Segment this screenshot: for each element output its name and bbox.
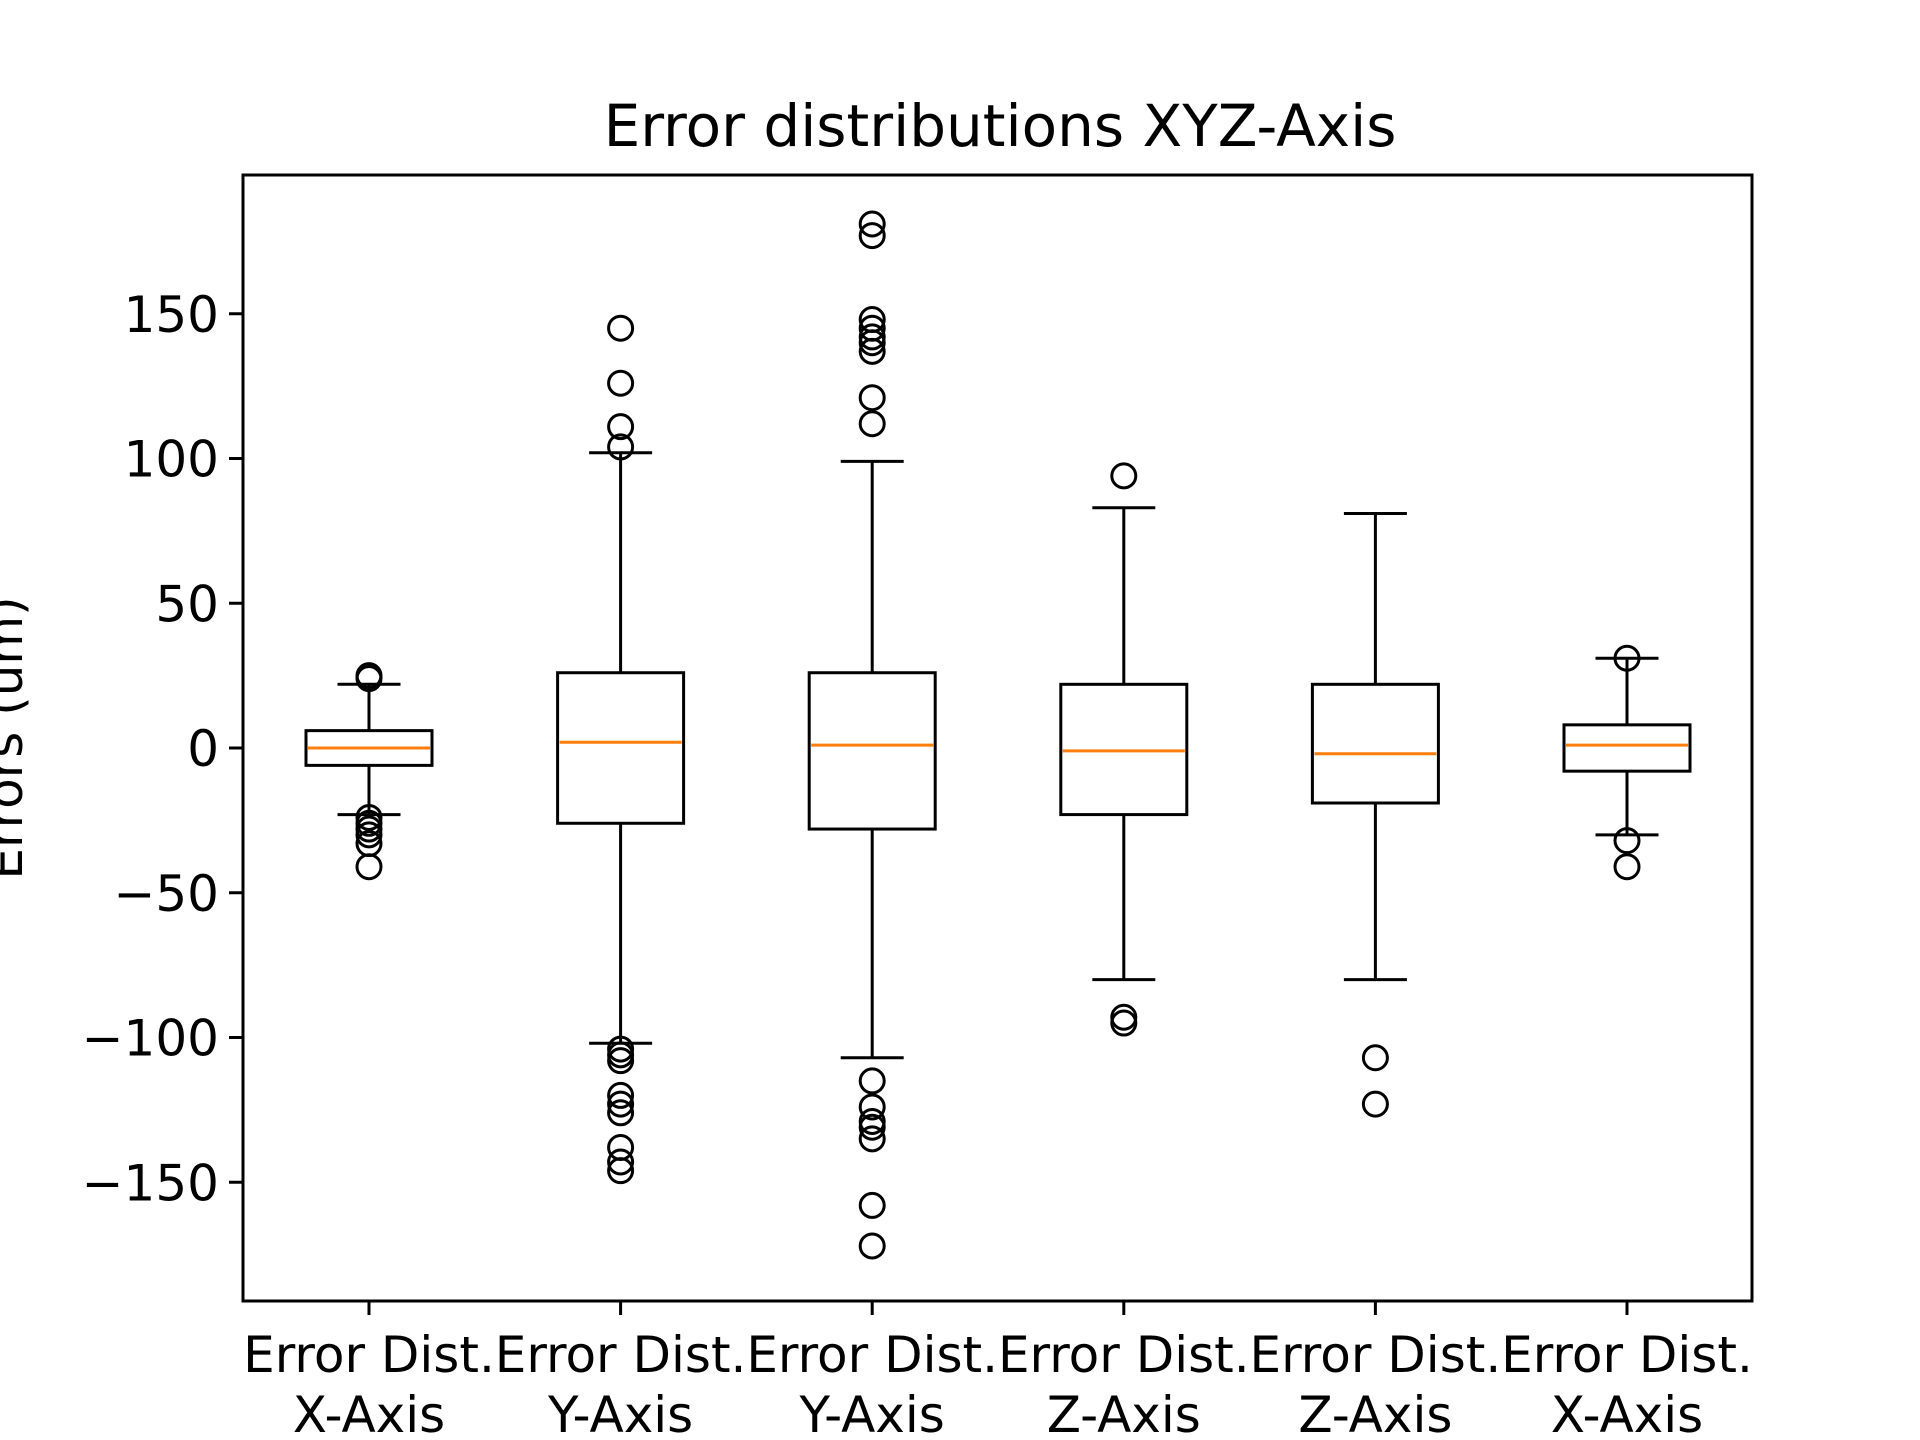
box-group bbox=[1310, 512, 1440, 1118]
outlier-point bbox=[1110, 1009, 1138, 1037]
box-group bbox=[556, 314, 686, 1185]
outlier-point bbox=[607, 314, 635, 342]
outlier-point bbox=[1613, 853, 1641, 881]
outlier-point bbox=[355, 821, 383, 849]
outlier-point bbox=[1110, 462, 1138, 490]
outlier-point bbox=[858, 410, 886, 438]
box-body bbox=[556, 671, 686, 825]
chart-title: Error distributions XYZ-Axis bbox=[604, 92, 1397, 160]
outlier-point bbox=[858, 1093, 886, 1121]
box-body bbox=[807, 671, 937, 831]
outlier-point bbox=[858, 222, 886, 250]
outlier-point bbox=[858, 210, 886, 238]
y-axis-label: Errors (um) bbox=[0, 596, 34, 879]
x-tick-label: Error Dist. X-Axis bbox=[1501, 1326, 1753, 1440]
outlier-point bbox=[1613, 827, 1641, 855]
y-tick-label: −100 bbox=[82, 1010, 219, 1068]
y-tick-label: 0 bbox=[187, 720, 219, 778]
plot-content bbox=[304, 210, 1692, 1260]
outlier-point bbox=[858, 384, 886, 412]
y-tick-label: 50 bbox=[155, 575, 219, 633]
outlier-point bbox=[858, 1113, 886, 1141]
outlier-point bbox=[607, 1041, 635, 1069]
outlier-point bbox=[607, 1099, 635, 1127]
outlier-point bbox=[607, 1148, 635, 1176]
outlier-point bbox=[607, 1090, 635, 1118]
box-group bbox=[1059, 462, 1189, 1037]
outlier-point bbox=[858, 1067, 886, 1095]
box-group bbox=[807, 210, 937, 1260]
outlier-point bbox=[607, 1081, 635, 1109]
outlier-point bbox=[1361, 1044, 1389, 1072]
outlier-point bbox=[607, 369, 635, 397]
outlier-point bbox=[858, 1191, 886, 1219]
outlier-point bbox=[858, 1125, 886, 1153]
outlier-point bbox=[355, 662, 383, 690]
outlier-point bbox=[858, 329, 886, 357]
y-tick-label: −150 bbox=[82, 1154, 219, 1212]
y-tick-label: −50 bbox=[113, 865, 219, 923]
x-tick-label: Error Dist. X-Axis bbox=[243, 1326, 495, 1440]
y-tick-label: 100 bbox=[124, 431, 219, 489]
box-body bbox=[1310, 682, 1440, 805]
outlier-point bbox=[1110, 1003, 1138, 1031]
box-body bbox=[1059, 682, 1189, 817]
box-group bbox=[1562, 644, 1692, 881]
outlier-point bbox=[607, 1134, 635, 1162]
plot-frame bbox=[241, 173, 1754, 1303]
outlier-point bbox=[607, 413, 635, 441]
outlier-point bbox=[607, 433, 635, 461]
x-tick-label: Error Dist. Z-Axis bbox=[1250, 1326, 1502, 1440]
x-tick-label: Error Dist. Y-Axis bbox=[495, 1326, 747, 1440]
x-tick-label: Error Dist. Y-Axis bbox=[746, 1326, 998, 1440]
outlier-point bbox=[355, 853, 383, 881]
outlier-point bbox=[858, 337, 886, 365]
box-body bbox=[1562, 723, 1692, 773]
outlier-point bbox=[607, 1047, 635, 1075]
box-group bbox=[304, 662, 434, 881]
box-body bbox=[304, 729, 434, 767]
y-tick-label: 150 bbox=[124, 286, 219, 344]
y-axis: −150 −100 −50 0 50 100 150 bbox=[82, 286, 243, 1212]
outlier-point bbox=[1361, 1090, 1389, 1118]
outlier-point bbox=[858, 1232, 886, 1260]
x-tick-label: Error Dist. Z-Axis bbox=[998, 1326, 1250, 1440]
outlier-point bbox=[607, 1157, 635, 1185]
outlier-point bbox=[1613, 644, 1641, 672]
